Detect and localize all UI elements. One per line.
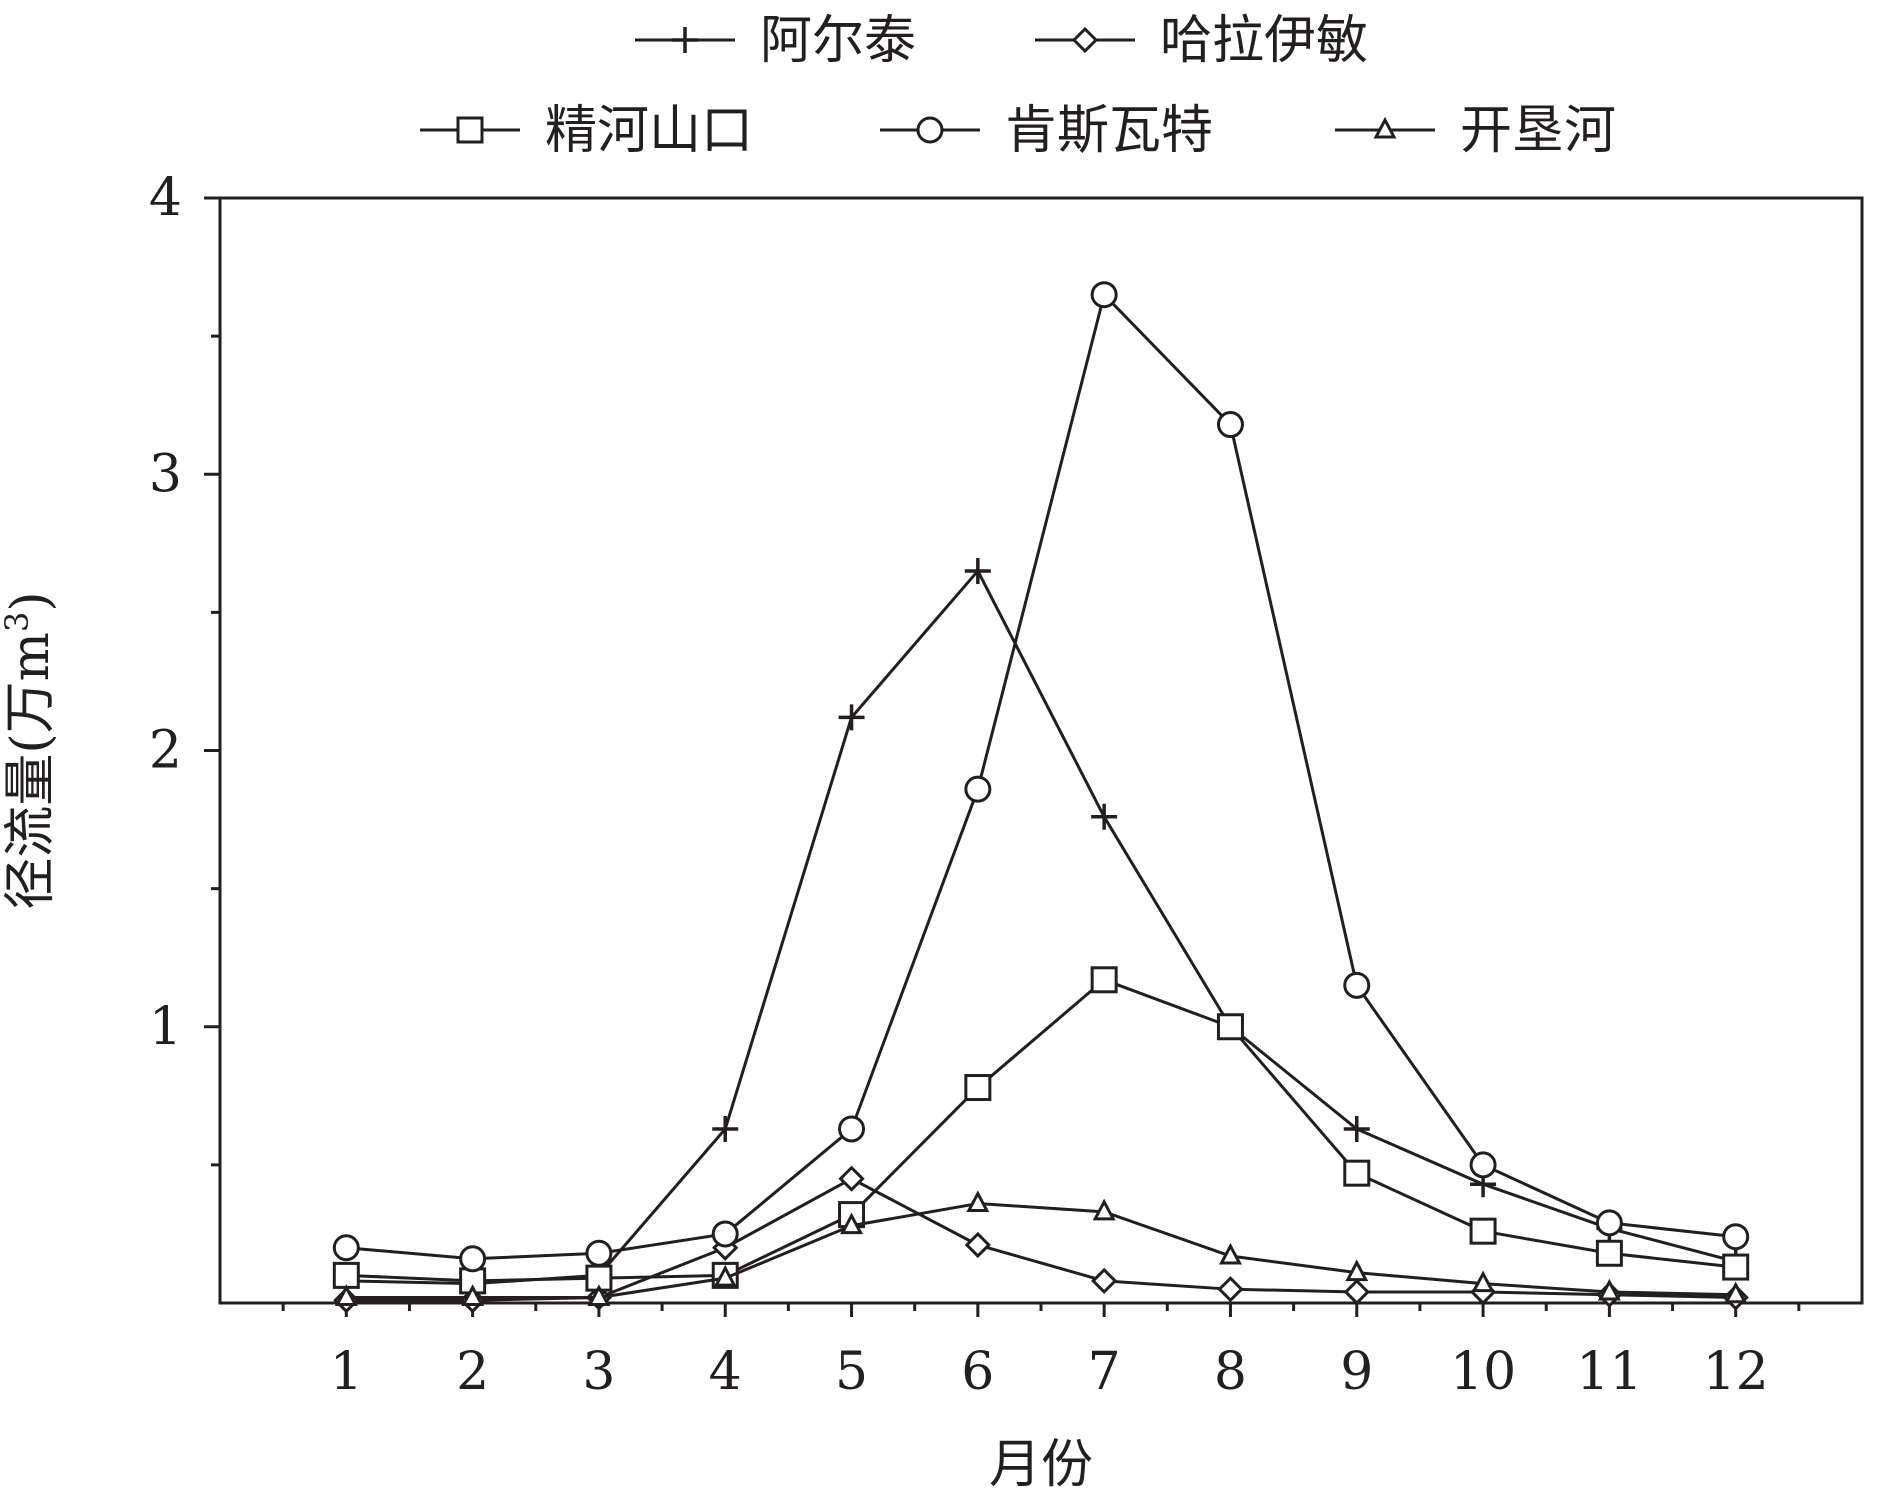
data-point bbox=[838, 1115, 866, 1143]
x-tick-label: 3 bbox=[582, 1342, 615, 1402]
series-3 bbox=[332, 966, 1750, 1295]
data-point bbox=[1597, 1278, 1621, 1301]
data-point bbox=[840, 1212, 864, 1235]
data-point bbox=[1091, 1267, 1118, 1295]
y-axis: 1 2 3 4 bbox=[149, 168, 220, 1167]
series-5 bbox=[334, 1190, 1748, 1306]
data-point bbox=[1343, 1159, 1371, 1187]
x-tick-label: 2 bbox=[456, 1342, 489, 1402]
legend-item: 哈拉伊敏 bbox=[1035, 11, 1368, 71]
legend-marker bbox=[672, 27, 698, 53]
series-line bbox=[346, 978, 1736, 1283]
x-axis-title: 月份 bbox=[989, 1435, 1093, 1495]
data-point bbox=[964, 557, 991, 584]
data-point bbox=[1091, 803, 1118, 830]
y-axis-title: 径流量(万m3) bbox=[0, 591, 61, 909]
plot-frame bbox=[218, 196, 1864, 1305]
data-point bbox=[1471, 1270, 1495, 1293]
data-point bbox=[838, 1165, 865, 1192]
plot-border bbox=[218, 196, 1864, 1305]
data-point bbox=[1469, 1217, 1497, 1245]
data-point bbox=[461, 1284, 485, 1306]
data-point bbox=[711, 1220, 739, 1248]
data-point bbox=[332, 1261, 360, 1289]
legend-item: 开垦河 bbox=[1335, 101, 1616, 161]
y-tick-label: 2 bbox=[149, 721, 182, 781]
x-tick-label: 8 bbox=[1214, 1342, 1247, 1402]
x-tick-label: 4 bbox=[709, 1342, 742, 1402]
series-1 bbox=[333, 557, 1749, 1297]
data-point bbox=[964, 1231, 991, 1259]
data-point bbox=[1090, 966, 1118, 994]
legend-marker bbox=[916, 116, 944, 144]
data-point bbox=[1345, 1259, 1369, 1282]
x-tick-label: 10 bbox=[1450, 1342, 1516, 1402]
legend-item: 肯斯瓦特 bbox=[880, 101, 1213, 161]
legend-label: 阿尔泰 bbox=[760, 11, 916, 71]
x-tick-label: 12 bbox=[1703, 1342, 1769, 1402]
series-layer bbox=[332, 281, 1750, 1314]
data-point bbox=[838, 704, 865, 731]
data-point bbox=[334, 1284, 358, 1306]
data-point bbox=[459, 1245, 487, 1273]
x-tick-label: 9 bbox=[1340, 1342, 1373, 1402]
data-point bbox=[713, 1264, 737, 1287]
data-point bbox=[1469, 1151, 1497, 1179]
y-tick-label: 3 bbox=[149, 444, 182, 504]
legend-label: 精河山口 bbox=[545, 101, 753, 161]
legend-item: 阿尔泰 bbox=[635, 11, 916, 71]
series-4 bbox=[332, 281, 1750, 1273]
x-tick-label: 7 bbox=[1088, 1342, 1121, 1402]
data-point bbox=[1343, 971, 1371, 999]
data-point bbox=[1343, 1278, 1370, 1306]
legend-label: 开垦河 bbox=[1460, 101, 1616, 161]
data-point bbox=[966, 1190, 990, 1213]
series-line bbox=[346, 293, 1736, 1261]
data-point bbox=[1343, 1115, 1370, 1142]
data-point bbox=[712, 1115, 739, 1142]
x-tick-label: 11 bbox=[1576, 1342, 1642, 1402]
data-point bbox=[1092, 1198, 1116, 1221]
legend-marker bbox=[456, 116, 484, 144]
series-line bbox=[346, 1202, 1736, 1299]
data-point bbox=[1217, 1276, 1244, 1303]
data-point bbox=[1218, 1242, 1242, 1265]
data-point bbox=[1595, 1209, 1623, 1237]
data-point bbox=[1216, 411, 1244, 439]
x-axis: 1 2 3 4 5 6 7 8 9 10 11 12 bbox=[281, 1303, 1801, 1402]
data-point bbox=[585, 1239, 613, 1267]
data-point bbox=[332, 1234, 360, 1262]
data-point bbox=[964, 775, 992, 803]
legend-marker bbox=[1071, 26, 1099, 54]
y-tick-label: 1 bbox=[149, 997, 182, 1057]
legend-marker bbox=[1373, 116, 1397, 139]
x-tick-label: 6 bbox=[961, 1342, 994, 1402]
data-point bbox=[1216, 1013, 1244, 1041]
legend-label: 哈拉伊敏 bbox=[1160, 11, 1368, 71]
series-line bbox=[346, 569, 1737, 1286]
data-point bbox=[1090, 281, 1118, 309]
data-point bbox=[1722, 1253, 1750, 1281]
legend-label: 肯斯瓦特 bbox=[1005, 101, 1213, 161]
data-point bbox=[1595, 1239, 1623, 1267]
x-tick-label: 1 bbox=[330, 1342, 363, 1402]
data-point bbox=[1722, 1223, 1750, 1251]
data-point bbox=[964, 1074, 992, 1102]
data-point bbox=[587, 1284, 611, 1306]
data-point bbox=[1724, 1281, 1748, 1304]
y-tick-label: 4 bbox=[149, 168, 182, 228]
legend-item: 精河山口 bbox=[420, 101, 753, 161]
x-tick-label: 5 bbox=[835, 1342, 868, 1402]
